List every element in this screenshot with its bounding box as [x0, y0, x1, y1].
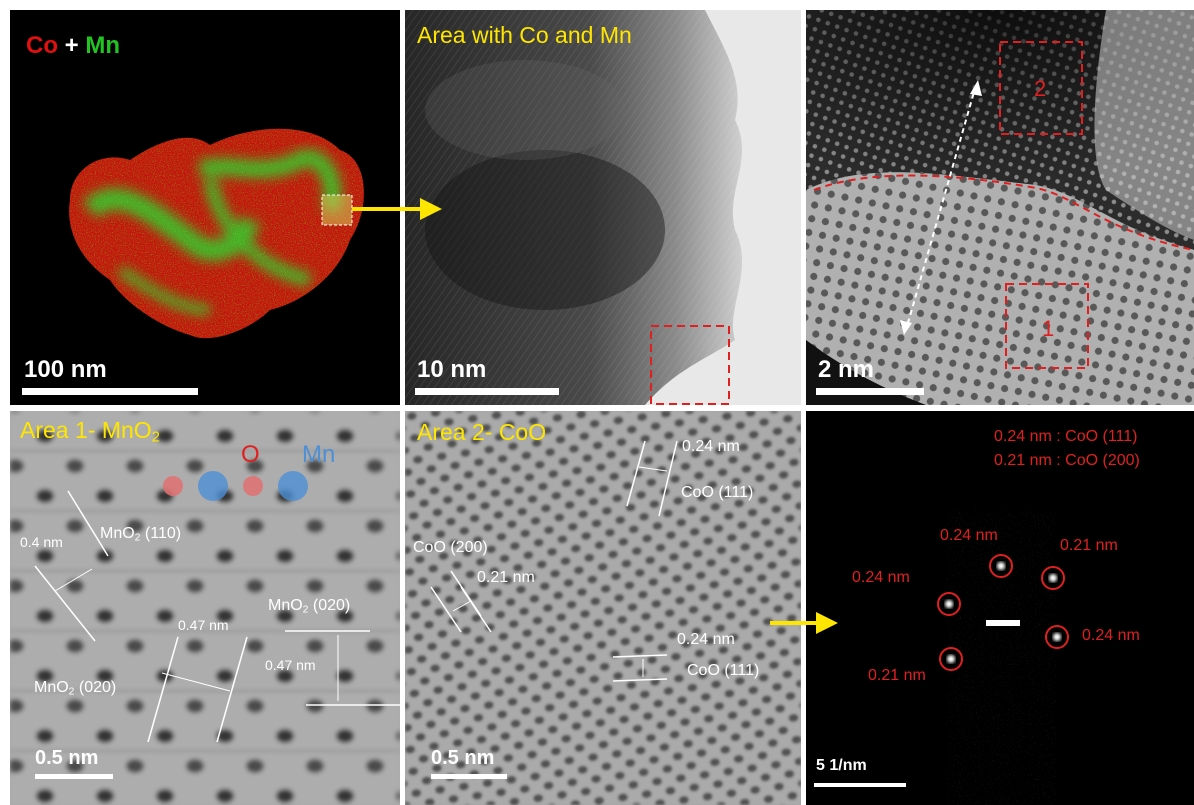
fft-image [814, 471, 1194, 805]
spot-circle-right [1045, 625, 1069, 649]
eds-map-panel: Co + Mn 100 nm [10, 10, 400, 405]
spot-label-top-right: 0.21 nm [1060, 537, 1118, 554]
plane-label-111a: CoO (111) [681, 484, 754, 501]
mn-atom-1 [198, 471, 228, 501]
plane-label-020a: MnO2 (020) [268, 597, 351, 616]
plane-line-111b [658, 440, 678, 517]
plane-label-111b: CoO (111) [687, 662, 760, 679]
tem-overview-image [405, 10, 801, 405]
scale-bar-label: 5 1/nm [816, 757, 867, 774]
plane-label-020b: MnO2 (020) [34, 679, 117, 698]
spot-label-bottom: 0.21 nm [868, 667, 926, 684]
scale-bar-line [431, 774, 507, 779]
scale-bar-line [22, 388, 198, 395]
panel-title: Area with Co and Mn [417, 22, 632, 48]
spot-circle-left [937, 592, 961, 616]
selection-box [321, 194, 353, 226]
plane-label-110: MnO2 (110) [100, 525, 182, 544]
area2-panel: Area 2- CoO 0.24 nm CoO (111) CoO (200) … [405, 411, 801, 805]
scale-bar-label: 0.5 nm [35, 747, 99, 769]
spacing-label-047a: 0.47 nm [178, 617, 229, 633]
spot-label-top: 0.24 nm [940, 527, 998, 544]
arrow-head-down [900, 320, 912, 335]
spacing-arrow [638, 466, 668, 472]
scale-bar-line [415, 388, 559, 395]
spacing-label-024b: 0.24 nm [677, 631, 735, 648]
scale-bar-line [35, 774, 113, 779]
region-2-label: 2 [1034, 76, 1047, 101]
fft-key-2: 0.21 nm : CoO (200) [994, 452, 1140, 469]
panel-title: Area 1- MnO2 [20, 417, 160, 446]
plane-line-111a [626, 440, 646, 507]
panel-title: Area 2- CoO [417, 419, 547, 445]
tem-overview-panel: Area with Co and Mn 10 nm [405, 10, 801, 405]
double-arrow-line [905, 84, 977, 331]
interface-line [813, 174, 1194, 251]
spot-circle-top [989, 554, 1013, 578]
region-box [650, 325, 730, 405]
plane-line-110a [67, 490, 109, 557]
plane-line-111d [612, 678, 668, 682]
spot-label-right: 0.24 nm [1082, 627, 1140, 644]
mn-atom-2 [278, 471, 308, 501]
arrow-head-up [970, 80, 982, 96]
scale-bar-label: 100 nm [24, 356, 107, 383]
legend-plus: + [64, 32, 79, 59]
region-1-label: 1 [1042, 316, 1055, 341]
spacing-arrow [54, 568, 93, 592]
spacing-label-021: 0.21 nm [477, 569, 535, 586]
fft-key-1: 0.24 nm : CoO (111) [994, 428, 1138, 445]
plane-line-200c [430, 586, 462, 633]
spacing-arrow [161, 672, 231, 692]
scale-bar-line [814, 783, 906, 787]
region-1-box [1005, 283, 1089, 369]
spot-circle-top-right [1041, 566, 1065, 590]
plane-line-110b [34, 565, 96, 642]
legend-mn: Mn [302, 441, 336, 468]
plane-line-111c [612, 654, 668, 658]
plane-line-200b [460, 586, 492, 633]
area1-image [10, 411, 400, 805]
plane-line-020a [147, 636, 179, 743]
hrtem-interface-panel: 2 1 2 nm [806, 10, 1194, 405]
plane-line-020b [216, 636, 248, 743]
region-2-box [999, 41, 1083, 135]
scale-bar-label: 2 nm [818, 356, 875, 383]
scale-bar-label: 10 nm [417, 356, 487, 383]
spacing-label-04: 0.4 nm [20, 534, 63, 550]
plane-label-200: CoO (200) [413, 539, 488, 556]
legend-o: O [241, 441, 260, 468]
fft-panel: 0.24 nm : CoO (111) 0.21 nm : CoO (200) … [806, 411, 1194, 805]
legend-mn: Mn [85, 32, 121, 59]
scale-bar-label: 0.5 nm [431, 747, 495, 769]
legend-co: Co [26, 32, 58, 59]
eds-legend: Co + Mn [26, 32, 120, 60]
hrtem-interface-image [806, 10, 1194, 405]
spot-label-left: 0.24 nm [852, 569, 910, 586]
eds-map-image [22, 128, 364, 395]
area2-image [405, 411, 801, 805]
spot-circle-bottom [939, 647, 963, 671]
area1-panel: Area 1- MnO2 O Mn MnO2 (110) 0.4 nm 0.47… [10, 411, 400, 805]
scale-bar-line [816, 388, 924, 395]
o-atom-2 [243, 476, 263, 496]
spacing-arrow [452, 600, 472, 612]
o-atom-1 [163, 476, 183, 496]
spacing-label-047b: 0.47 nm [265, 657, 316, 673]
spacing-label-024a: 0.24 nm [682, 438, 740, 455]
